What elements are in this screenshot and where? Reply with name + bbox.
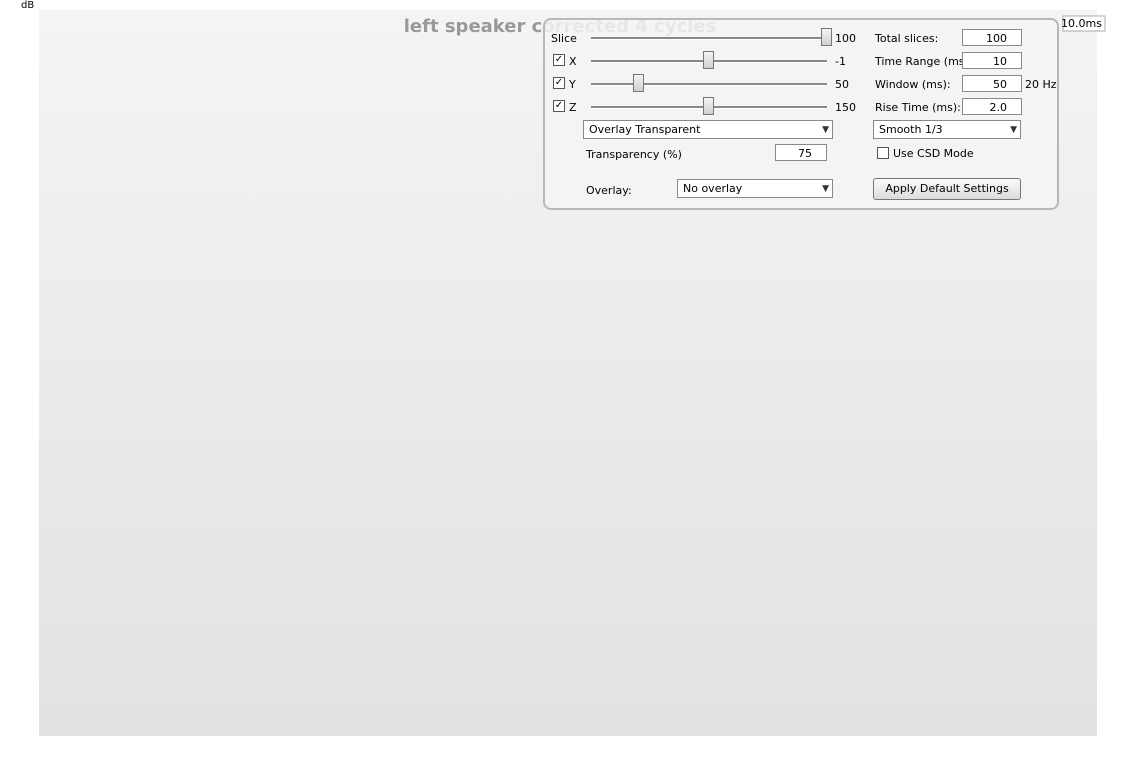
overlay-label: Overlay: [586,184,632,197]
slice-slider[interactable] [821,28,832,46]
z-checkbox[interactable]: ✓ [553,100,565,112]
x-value: -1 [835,55,846,68]
y-slider[interactable] [633,74,644,92]
z-slider[interactable] [703,97,714,115]
slider-track [591,37,827,40]
window-label: Window (ms): [875,78,951,91]
slice-label: Slice [551,32,577,45]
smoothing-select[interactable]: Smooth 1/3 [873,120,1021,139]
z-label: Z [569,101,577,114]
csd-checkbox[interactable] [877,147,889,159]
total-slices-input[interactable]: 100 [962,29,1022,46]
control-panel: Slice 100 ✓ X -1 ✓ Y 50 ✓ Z 150 Overlay … [543,18,1059,210]
mode-select[interactable]: Overlay Transparent [583,120,833,139]
y-value: 50 [835,78,849,91]
slider-track [591,83,827,86]
x-slider[interactable] [703,51,714,69]
rise-time-input[interactable]: 2.0 [962,98,1022,115]
x-label: X [569,55,577,68]
time-range-input[interactable]: 10 [962,52,1022,69]
csd-label: Use CSD Mode [893,147,974,160]
slice-value: 100 [835,32,856,45]
x-checkbox[interactable]: ✓ [553,54,565,66]
window-note: 20 Hz [1025,78,1057,91]
y-label: Y [569,78,576,91]
transparency-input[interactable]: 75 [775,144,827,161]
y-axis-label: dB [21,0,34,11]
time-range-label: Time Range (ms): [875,55,973,68]
y-checkbox[interactable]: ✓ [553,77,565,89]
transparency-label: Transparency (%) [586,148,682,161]
depth-end-label: 10.0ms [1061,17,1102,30]
overlay-select[interactable]: No overlay [677,179,833,198]
apply-button[interactable]: Apply Default Settings [873,178,1021,200]
total-slices-label: Total slices: [875,32,939,45]
depth-end-box [1062,15,1106,32]
rise-time-label: Rise Time (ms): [875,101,961,114]
z-value: 150 [835,101,856,114]
window-input[interactable]: 50 [962,75,1022,92]
